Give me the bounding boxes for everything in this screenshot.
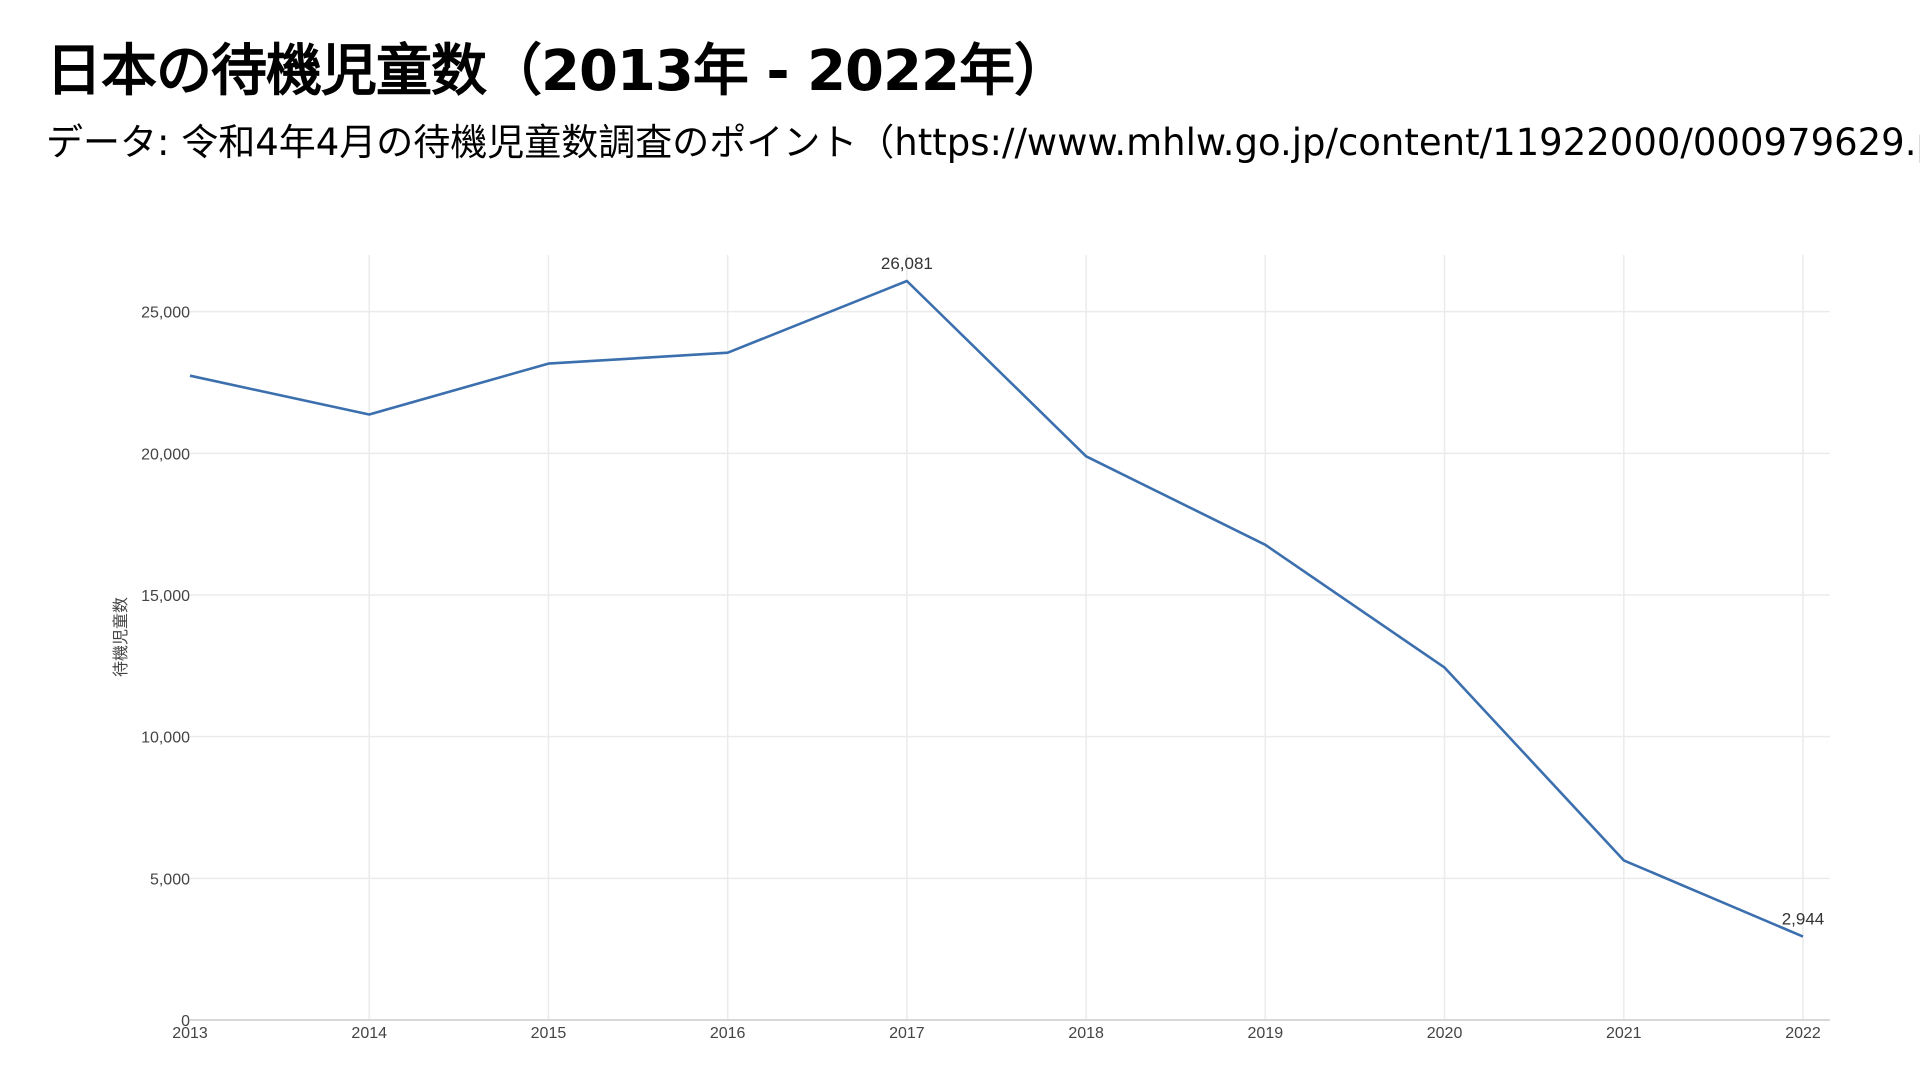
axis-layer: 0 5,000 10,000 15,000 20,000 25,000 2013 2014 20… [111,305,1830,1042]
x-tick-label: 2014 [351,1025,387,1042]
label-layer: 26,081 2,944 [881,254,1824,929]
y-tick-label: 20,000 [141,446,190,463]
x-tick-label: 2013 [172,1025,208,1042]
y-tick-label: 10,000 [141,730,190,747]
x-tick-label: 2018 [1068,1025,1104,1042]
y-tick-label: 5,000 [150,871,190,888]
series-line [189,279,1804,938]
x-tick-label: 2022 [1785,1025,1821,1042]
y-axis-title: 待機児童数 [111,597,130,677]
x-tick-label: 2017 [889,1025,925,1042]
data-label: 2,944 [1782,910,1825,929]
page-subtitle: データ: 令和4年4月の待機児童数調査のポイント（https://www.mhl… [46,121,1920,164]
y-tick-label: 15,000 [141,588,190,605]
x-tick-label: 2021 [1606,1025,1642,1042]
x-tick-label: 2019 [1248,1025,1284,1042]
x-tick-label: 2020 [1427,1025,1463,1042]
y-tick-label: 25,000 [141,305,190,322]
series-layer [189,279,1804,938]
grid-layer [190,255,1830,1020]
x-tick-label: 2016 [710,1025,746,1042]
page-title: 日本の待機児童数（2013年 - 2022年） [46,39,1070,104]
data-label: 26,081 [881,254,933,273]
y-tick-label: 0 [181,1013,190,1030]
x-tick-label: 2015 [531,1025,567,1042]
